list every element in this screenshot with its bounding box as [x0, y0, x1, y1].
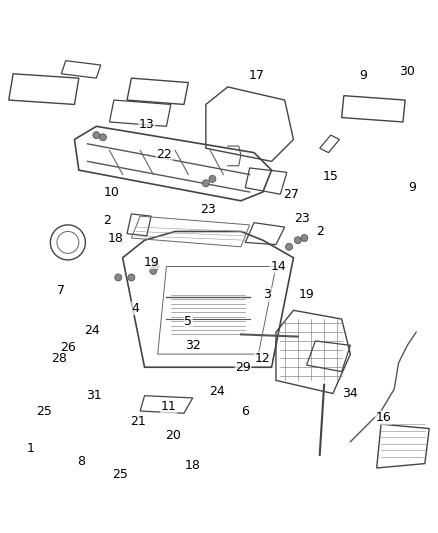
Text: 15: 15 — [323, 170, 339, 183]
Text: 16: 16 — [375, 411, 391, 424]
Text: 11: 11 — [161, 400, 177, 413]
Text: 25: 25 — [113, 468, 128, 481]
Text: 21: 21 — [130, 416, 146, 429]
Text: 2: 2 — [316, 225, 324, 238]
Text: 9: 9 — [408, 181, 416, 194]
Circle shape — [152, 263, 159, 270]
Text: 20: 20 — [165, 429, 181, 442]
Circle shape — [128, 274, 135, 281]
Text: 12: 12 — [255, 352, 271, 365]
Circle shape — [202, 180, 209, 187]
Text: 1: 1 — [27, 442, 35, 455]
Text: 28: 28 — [51, 352, 67, 365]
Text: 23: 23 — [294, 212, 310, 225]
Text: 31: 31 — [86, 389, 102, 402]
Text: 8: 8 — [77, 455, 85, 468]
Text: 10: 10 — [104, 185, 120, 198]
Text: 23: 23 — [200, 203, 216, 216]
Text: 24: 24 — [209, 385, 225, 398]
Text: 6: 6 — [241, 405, 249, 417]
Circle shape — [115, 274, 122, 281]
Text: 14: 14 — [270, 260, 286, 273]
Text: 25: 25 — [36, 405, 52, 417]
Text: 7: 7 — [57, 284, 65, 297]
Text: 24: 24 — [84, 324, 100, 336]
Text: 17: 17 — [248, 69, 264, 83]
Text: 19: 19 — [143, 256, 159, 269]
Text: 27: 27 — [283, 188, 299, 201]
Text: 18: 18 — [185, 459, 201, 472]
Circle shape — [286, 243, 293, 251]
Circle shape — [209, 175, 216, 182]
Text: 29: 29 — [235, 361, 251, 374]
Text: 5: 5 — [184, 315, 192, 328]
Text: 13: 13 — [139, 118, 155, 131]
Text: 18: 18 — [108, 231, 124, 245]
Text: 2: 2 — [103, 214, 111, 227]
Circle shape — [99, 134, 106, 141]
Text: 19: 19 — [299, 288, 314, 302]
Circle shape — [93, 132, 100, 139]
Text: 26: 26 — [60, 341, 76, 354]
Text: 3: 3 — [263, 288, 271, 302]
Text: 22: 22 — [156, 148, 172, 161]
Text: 30: 30 — [399, 65, 415, 78]
Circle shape — [294, 237, 301, 244]
Text: 34: 34 — [343, 387, 358, 400]
Circle shape — [301, 235, 308, 241]
Text: 4: 4 — [132, 302, 140, 314]
Text: 32: 32 — [185, 339, 201, 352]
Circle shape — [150, 268, 157, 274]
Text: 9: 9 — [360, 69, 367, 83]
